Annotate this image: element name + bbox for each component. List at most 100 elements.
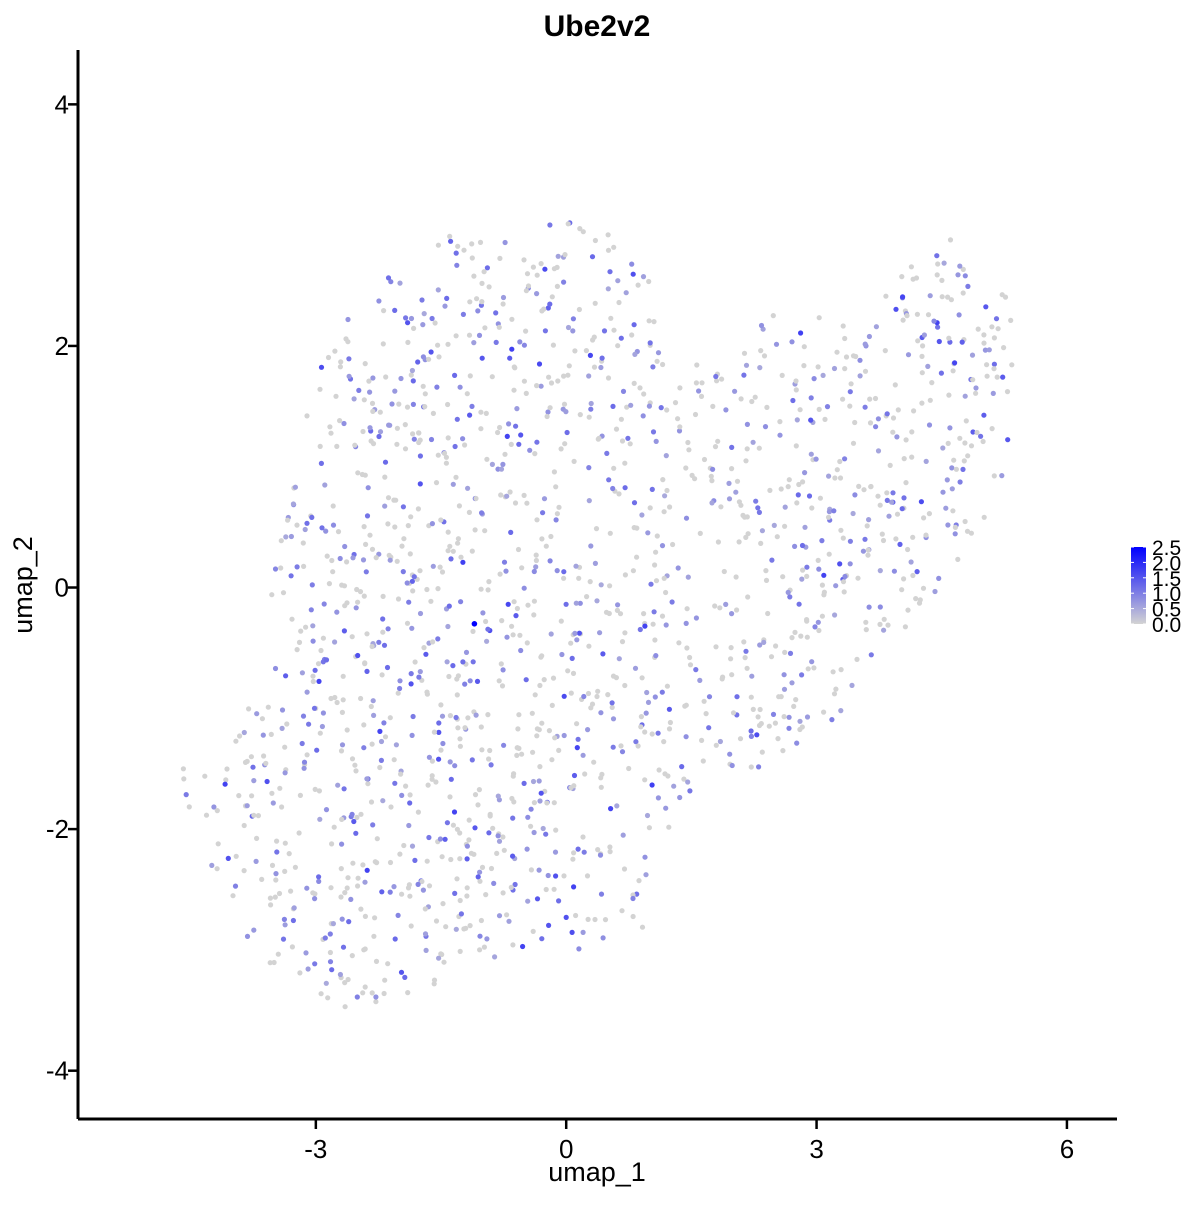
cell-point [857, 373, 863, 379]
cell-point [666, 824, 672, 830]
cell-point [455, 725, 461, 731]
cell-point [677, 794, 683, 801]
cell-point [376, 433, 382, 440]
cell-point [932, 588, 938, 595]
cell-point [339, 916, 345, 922]
cell-point [380, 798, 386, 804]
cell-point [525, 814, 531, 820]
cell-point [430, 563, 436, 569]
cell-point [329, 841, 335, 847]
cell-point [482, 528, 488, 534]
cell-point [546, 374, 552, 380]
cell-point [491, 880, 497, 887]
cell-point [530, 264, 537, 270]
cell-point [310, 623, 316, 629]
cell-point [973, 390, 979, 396]
cell-point [368, 438, 374, 444]
cell-point [323, 528, 329, 534]
cell-point [949, 486, 955, 492]
cell-point [901, 456, 907, 462]
cell-point [911, 408, 917, 414]
cell-point [327, 931, 333, 937]
cell-point [632, 665, 639, 671]
cell-point [838, 667, 844, 673]
cell-point [376, 298, 382, 304]
cell-point [565, 372, 571, 378]
cell-point [406, 599, 412, 605]
cell-point [815, 364, 821, 370]
cell-point [282, 744, 288, 750]
cell-point [402, 446, 409, 452]
cell-point [949, 465, 955, 471]
cell-point [664, 407, 670, 413]
cell-point [865, 547, 871, 553]
cell-point [622, 630, 628, 636]
cell-point [397, 280, 403, 286]
cell-point [241, 822, 247, 829]
cell-point [495, 793, 501, 799]
cell-point [477, 947, 483, 953]
cell-point [447, 713, 453, 719]
cell-point [438, 517, 444, 523]
cell-point [903, 437, 909, 443]
cell-point [919, 400, 925, 406]
cell-point [574, 745, 580, 751]
cell-point [720, 674, 726, 680]
cell-point [714, 378, 720, 384]
cell-point [370, 375, 376, 381]
cell-point [950, 368, 956, 374]
cell-point [899, 274, 905, 280]
cell-point [693, 615, 700, 621]
cell-point [438, 747, 444, 753]
cell-point [350, 860, 356, 866]
cell-point [448, 856, 454, 863]
cell-point [741, 372, 747, 378]
color-legend: 0.00.51.01.52.02.5 [1131, 537, 1181, 637]
cell-point [528, 823, 534, 829]
cell-point [758, 348, 764, 354]
cell-point [970, 377, 976, 383]
cell-point [274, 838, 280, 844]
cell-point [524, 500, 530, 506]
cell-point [502, 239, 508, 246]
cell-point [642, 854, 648, 860]
cell-point [363, 541, 369, 548]
cell-point [360, 990, 366, 996]
cell-point [794, 417, 800, 423]
cell-point [429, 521, 435, 527]
cell-point [467, 678, 473, 684]
cell-point [651, 609, 657, 615]
cell-point [267, 895, 273, 901]
cell-point [561, 279, 567, 285]
cell-point [534, 896, 541, 902]
cell-point [385, 521, 391, 527]
cell-point [867, 420, 874, 426]
cell-point [370, 822, 376, 828]
cell-point [748, 764, 754, 770]
cell-point [339, 816, 345, 823]
cell-point [708, 473, 714, 479]
cell-point [515, 726, 521, 732]
cell-point [931, 318, 937, 324]
cell-point [443, 460, 449, 466]
cell-point [420, 322, 426, 328]
cell-point [630, 568, 637, 574]
cell-point [342, 890, 348, 896]
cell-point [439, 569, 446, 575]
cell-point [840, 579, 847, 585]
cell-point [675, 416, 681, 422]
cell-point [698, 393, 705, 399]
cell-point [395, 690, 401, 696]
cell-point [521, 780, 527, 787]
cell-point [285, 517, 291, 523]
cell-point [559, 651, 565, 658]
cell-point [409, 843, 416, 849]
cell-point [334, 609, 340, 615]
cell-point [565, 324, 572, 331]
cell-point [773, 643, 779, 649]
cell-point [572, 348, 578, 354]
cell-point [999, 473, 1005, 479]
cell-point [377, 728, 383, 735]
cell-point [758, 322, 765, 329]
cell-point [450, 822, 456, 828]
